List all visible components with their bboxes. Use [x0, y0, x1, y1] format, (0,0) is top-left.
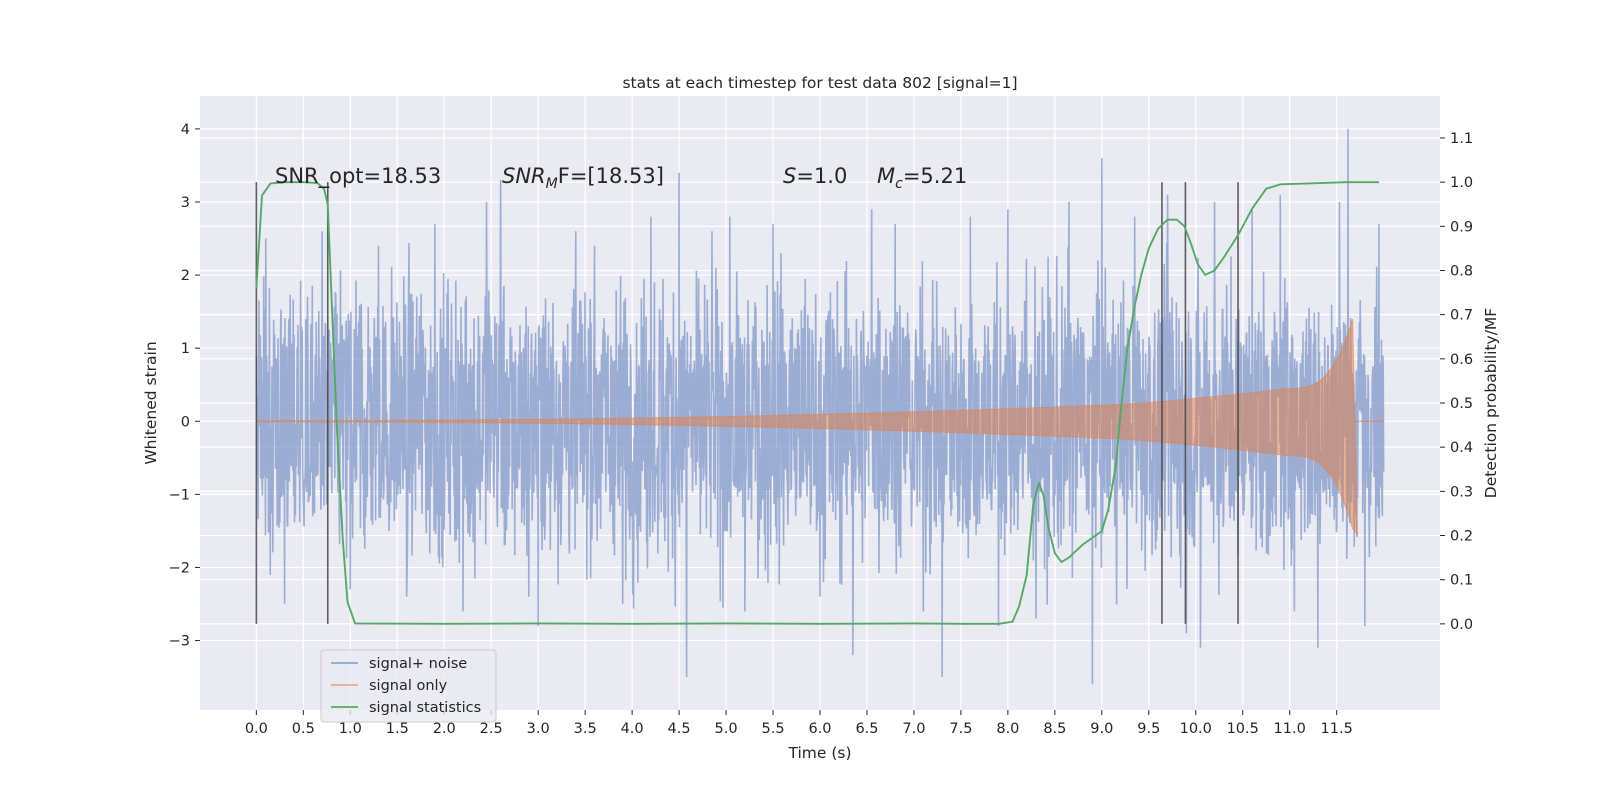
y-tick-label-right: 0.1 [1450, 573, 1473, 589]
x-tick-label: 8.0 [996, 721, 1019, 737]
signal-statistics-series [255, 181, 1379, 625]
y-tick-label-left: −2 [169, 560, 190, 576]
x-tick-label: 6.5 [855, 721, 878, 737]
y-tick-label-left: 4 [181, 122, 190, 138]
legend-label-signal-only: signal only [369, 678, 448, 694]
y-tick-label-right: 0.6 [1450, 352, 1473, 368]
x-tick-label: 5.5 [761, 721, 784, 737]
y-tick-label-right: 0.0 [1450, 617, 1473, 633]
chart-title: stats at each timestep for test data 802… [622, 74, 1017, 92]
vertical-markers [255, 182, 1239, 624]
x-tick-label: 7.5 [949, 721, 972, 737]
x-tick-label: 0.0 [245, 721, 268, 737]
x-axis-label: Time (s) [787, 744, 851, 762]
y-tick-label-left: 2 [181, 268, 190, 284]
annotation-mc: Mc=5.21 [877, 164, 967, 192]
y-tick-label-left: −1 [169, 487, 190, 503]
x-tick-label: 5.0 [715, 721, 738, 737]
y-tick-label-left: 0 [181, 414, 190, 430]
annotation-s: S=1.0 [783, 164, 847, 188]
x-tick-label: 2.0 [433, 721, 456, 737]
signal-statistics-line [255, 181, 1379, 625]
legend: signal+ noise signal only signal statist… [320, 649, 497, 723]
x-tick-label: 10.0 [1180, 721, 1212, 737]
y-tick-label-right: 0.9 [1450, 219, 1473, 235]
axis-ticks: 0.0 0.5 1.0 1.5 2.0 2.5 3.0 3.5 4.0 4.5 5.0 5.5 6.0 6… [169, 122, 1473, 737]
y-tick-label-left: −3 [169, 634, 190, 650]
legend-label-signal-statistics: signal statistics [369, 700, 481, 716]
y-tick-label-left: 3 [181, 195, 190, 211]
legend-box [320, 649, 497, 723]
annotation-snr-mf: SNRMF=[18.53] [502, 164, 664, 192]
y-tick-label-right: 0.3 [1450, 484, 1473, 500]
signal-only-band [255, 318, 1358, 537]
annotation-snr-opt: SNR_opt=18.53 [275, 164, 441, 189]
x-tick-label: 11.0 [1274, 721, 1306, 737]
y-tick-label-right: 1.1 [1450, 131, 1473, 147]
x-tick-label: 1.0 [339, 721, 362, 737]
x-tick-label: 0.5 [292, 721, 315, 737]
signal-only-series [255, 318, 1384, 537]
x-tick-label: 7.0 [902, 721, 925, 737]
x-tick-label: 3.0 [527, 721, 550, 737]
x-tick-label: 10.5 [1227, 721, 1259, 737]
y-tick-label-right: 0.5 [1450, 396, 1473, 412]
x-tick-label: 11.5 [1321, 721, 1353, 737]
x-tick-label: 8.5 [1043, 721, 1066, 737]
legend-label-signal-noise: signal+ noise [369, 656, 467, 672]
y-axis-label-left: Whitened strain [142, 341, 160, 464]
x-tick-label: 2.5 [480, 721, 503, 737]
y-tick-label-right: 0.4 [1450, 440, 1473, 456]
y-tick-label-right: 0.8 [1450, 263, 1473, 279]
y-tick-label-right: 1.0 [1450, 175, 1473, 191]
x-tick-label: 1.5 [386, 721, 409, 737]
y-tick-label-right: 0.7 [1450, 308, 1473, 324]
x-tick-label: 9.5 [1137, 721, 1160, 737]
y-tick-label-left: 1 [181, 341, 190, 357]
x-tick-label: 9.0 [1090, 721, 1113, 737]
y-tick-label-right: 0.2 [1450, 529, 1473, 545]
x-tick-label: 4.5 [668, 721, 691, 737]
x-tick-label: 4.0 [621, 721, 644, 737]
y-axis-label-right: Detection probability/MF [1482, 308, 1500, 499]
x-tick-label: 3.5 [574, 721, 597, 737]
x-tick-label: 6.0 [808, 721, 831, 737]
